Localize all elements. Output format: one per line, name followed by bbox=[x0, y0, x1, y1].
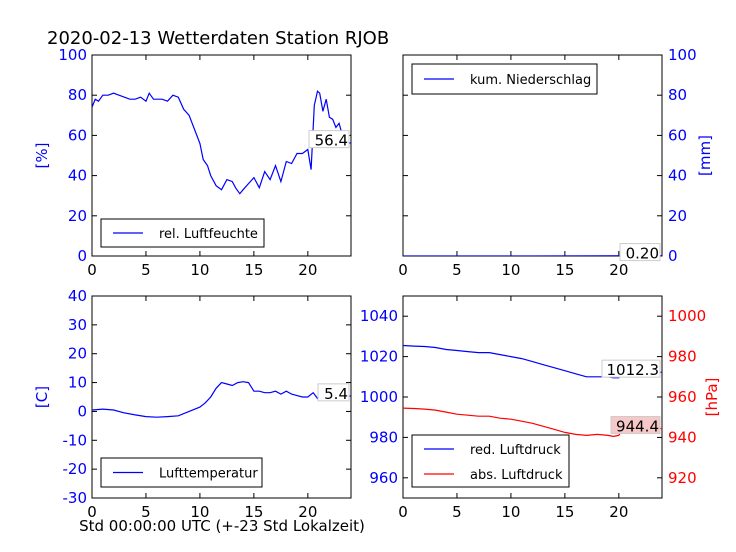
precip-ytick-label: 60 bbox=[668, 126, 687, 144]
precipitation-panel: 0 5 10 15 20 0 20 40 60 80 100 [mm] 0.20 kum. Nieders… bbox=[398, 46, 714, 279]
temperature-xtick-label: 5 bbox=[141, 503, 151, 521]
precip-ytick-label: 100 bbox=[668, 46, 697, 64]
humidity-ytick-label: 40 bbox=[68, 167, 87, 185]
pressure-panel: 0 5 10 15 20 960 980 1000 1020 1040 920 940 960 980 10… bbox=[360, 295, 721, 521]
pressure-y2label: [hPa] bbox=[703, 378, 721, 417]
temperature-xtick-label: 0 bbox=[87, 503, 97, 521]
humidity-series-line-1 bbox=[92, 90, 351, 195]
humidity-plot-frame bbox=[91, 54, 352, 257]
figure-title: 2020-02-13 Wetterdaten Station RJOB bbox=[47, 28, 389, 49]
precip-annotation-box bbox=[619, 243, 661, 262]
precip-ytick-label: 80 bbox=[668, 86, 687, 104]
pressure-xtick-label: 20 bbox=[609, 503, 628, 521]
precip-ylabel: [mm] bbox=[696, 135, 714, 176]
temperature-plot-frame bbox=[91, 295, 352, 499]
pressure-legend bbox=[411, 434, 570, 488]
temperature-annotation-label: 5.4 bbox=[324, 385, 348, 403]
precip-xtick-label: 10 bbox=[501, 261, 520, 279]
precip-xtick-label: 20 bbox=[609, 261, 628, 279]
temperature-ytick-label: -20 bbox=[63, 460, 88, 478]
humidity-legend-label: rel. Luftfeuchte bbox=[159, 227, 258, 242]
humidity-xtick-label: 20 bbox=[298, 261, 317, 279]
pressure-legend-label: red. Luftdruck bbox=[470, 443, 561, 458]
temperature-xtick-label: 10 bbox=[190, 503, 209, 521]
pressure-ytick-label: 960 bbox=[369, 469, 398, 487]
temperature-legend-label: Lufttemperatur bbox=[159, 467, 258, 482]
pressure-y2tick-label: 940 bbox=[668, 428, 697, 446]
precip-ytick-label: 20 bbox=[668, 207, 687, 225]
humidity-ytick-label: 100 bbox=[58, 46, 87, 64]
pressure-annotation-label: 944.4 bbox=[616, 418, 659, 436]
temperature-xtick-label: 15 bbox=[244, 503, 263, 521]
precip-ytick-label: 40 bbox=[668, 167, 687, 185]
humidity-ytick-label: 20 bbox=[68, 207, 87, 225]
pressure-annotation-box bbox=[610, 416, 661, 435]
humidity-ytick-label: 80 bbox=[68, 86, 87, 104]
pressure-xtick-label: 15 bbox=[555, 503, 574, 521]
temperature-ytick-label: 0 bbox=[77, 402, 87, 420]
humidity-annotation-label: 56.4 bbox=[315, 132, 348, 150]
precip-ytick-label: 0 bbox=[668, 247, 678, 265]
humidity-xtick-label: 5 bbox=[141, 261, 151, 279]
pressure-annotation-label: 1012.3 bbox=[607, 361, 660, 379]
pressure-ytick-label: 1000 bbox=[360, 388, 398, 406]
humidity-ytick-label: 0 bbox=[77, 247, 87, 265]
pressure-xtick-label: 10 bbox=[501, 503, 520, 521]
pressure-ytick-label: 980 bbox=[369, 428, 398, 446]
humidity-panel: 0 5 10 15 20 0 20 40 60 80 100 [%] 56.4 rel. Luftfeuc… bbox=[33, 46, 352, 279]
humidity-annotation-box bbox=[308, 130, 350, 149]
temperature-ylabel: [C] bbox=[33, 386, 51, 408]
humidity-ylabel: [%] bbox=[33, 143, 51, 169]
humidity-ytick-label: 60 bbox=[68, 126, 87, 144]
humidity-legend bbox=[100, 218, 265, 248]
pressure-annotation-box bbox=[601, 359, 661, 378]
humidity-xtick-label: 0 bbox=[87, 261, 97, 279]
humidity-xtick-label: 10 bbox=[190, 261, 209, 279]
precip-xtick-label: 0 bbox=[398, 261, 408, 279]
temperature-ytick-label: 10 bbox=[68, 374, 87, 392]
temperature-ytick-label: 40 bbox=[68, 287, 87, 305]
pressure-y2tick-label: 980 bbox=[668, 348, 697, 366]
figure-xlabel: Std 00:00:00 UTC (+-23 Std Lokalzeit) bbox=[79, 517, 365, 535]
precip-xtick-label: 5 bbox=[452, 261, 462, 279]
pressure-ytick-label: 1040 bbox=[360, 307, 398, 325]
pressure-y2tick-label: 960 bbox=[668, 388, 697, 406]
precip-xtick-label: 15 bbox=[555, 261, 574, 279]
temperature-panel: 0 5 10 15 20 -30 -20 -10 0 10 20 30 40 [C] 5.4 Lufttemp… bbox=[33, 287, 352, 521]
humidity-xtick-label: 15 bbox=[244, 261, 263, 279]
temperature-ytick-label: -10 bbox=[63, 431, 88, 449]
pressure-y2tick-label: 920 bbox=[668, 469, 697, 487]
temperature-annotation-box bbox=[317, 383, 350, 402]
temperature-ytick-label: 30 bbox=[68, 316, 87, 334]
pressure-xtick-label: 0 bbox=[398, 503, 408, 521]
pressure-legend-label: abs. Luftdruck bbox=[470, 468, 563, 483]
temperature-xtick-label: 20 bbox=[298, 503, 317, 521]
pressure-ytick-label: 1020 bbox=[360, 348, 398, 366]
temperature-series-line-1 bbox=[92, 381, 351, 418]
temperature-ytick-label: -30 bbox=[63, 489, 88, 507]
precip-annotation-label: 0.20 bbox=[626, 245, 659, 263]
pressure-y2tick-label: 1000 bbox=[668, 307, 706, 325]
temperature-ytick-label: 20 bbox=[68, 345, 87, 363]
pressure-xtick-label: 5 bbox=[452, 503, 462, 521]
precip-legend-label: kum. Niederschlag bbox=[470, 73, 591, 88]
